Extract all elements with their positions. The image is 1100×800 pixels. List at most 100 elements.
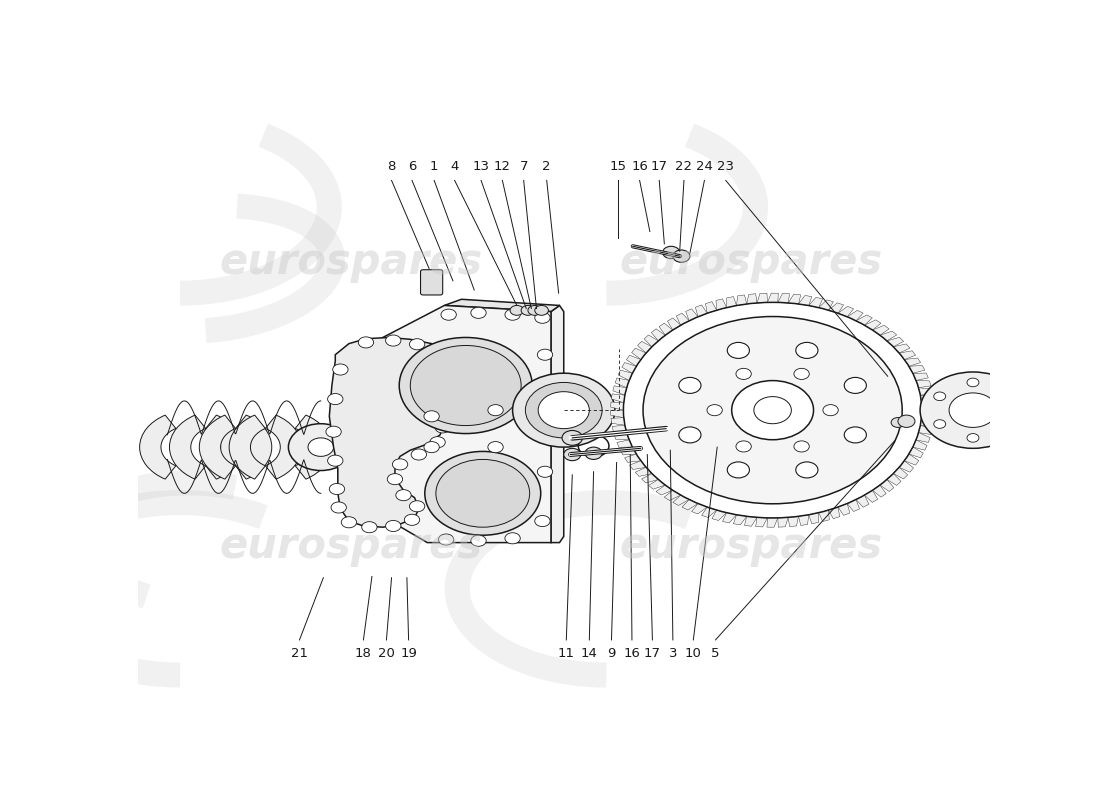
Polygon shape	[872, 326, 889, 335]
Polygon shape	[610, 410, 624, 418]
Polygon shape	[904, 454, 918, 465]
Text: 7: 7	[519, 160, 528, 173]
Polygon shape	[909, 447, 923, 458]
Circle shape	[537, 349, 552, 360]
Circle shape	[329, 483, 344, 494]
Text: 5: 5	[712, 647, 719, 660]
Polygon shape	[899, 461, 914, 472]
Polygon shape	[909, 366, 925, 374]
Polygon shape	[778, 294, 790, 303]
Polygon shape	[887, 338, 904, 346]
Circle shape	[537, 405, 552, 416]
Polygon shape	[649, 479, 666, 490]
Text: 13: 13	[473, 160, 490, 173]
Polygon shape	[638, 342, 652, 353]
Circle shape	[443, 362, 459, 373]
Text: 24: 24	[696, 160, 713, 173]
Circle shape	[795, 462, 818, 478]
Text: 11: 11	[558, 647, 575, 660]
Circle shape	[679, 427, 701, 443]
Text: 15: 15	[609, 160, 627, 173]
Circle shape	[326, 426, 341, 438]
Circle shape	[1000, 392, 1012, 401]
Circle shape	[439, 534, 454, 545]
Circle shape	[673, 250, 690, 262]
Polygon shape	[893, 344, 910, 353]
Circle shape	[328, 455, 343, 466]
Polygon shape	[838, 503, 850, 515]
Polygon shape	[789, 516, 799, 526]
Polygon shape	[705, 302, 717, 314]
Circle shape	[424, 442, 439, 453]
Circle shape	[411, 449, 427, 460]
Circle shape	[410, 346, 521, 426]
Circle shape	[754, 397, 791, 424]
Circle shape	[405, 514, 420, 526]
Circle shape	[891, 418, 905, 427]
Circle shape	[308, 438, 333, 456]
Polygon shape	[916, 381, 931, 388]
Polygon shape	[778, 518, 789, 527]
Polygon shape	[626, 355, 641, 366]
Text: eurospares: eurospares	[219, 525, 482, 566]
Polygon shape	[818, 510, 829, 522]
Text: 14: 14	[581, 647, 597, 660]
Polygon shape	[617, 440, 632, 447]
Text: 16: 16	[631, 160, 648, 173]
Circle shape	[399, 338, 532, 434]
Text: 8: 8	[387, 160, 396, 173]
Circle shape	[736, 368, 751, 379]
Text: eurospares: eurospares	[619, 525, 883, 566]
Polygon shape	[767, 518, 778, 527]
Polygon shape	[799, 514, 808, 526]
Polygon shape	[614, 433, 629, 440]
Polygon shape	[828, 303, 844, 314]
Circle shape	[535, 515, 550, 526]
Circle shape	[387, 474, 403, 485]
Polygon shape	[887, 474, 901, 486]
Circle shape	[1027, 384, 1045, 397]
Circle shape	[795, 342, 818, 358]
Polygon shape	[673, 495, 690, 506]
Text: 17: 17	[651, 160, 668, 173]
Circle shape	[844, 427, 867, 443]
Polygon shape	[329, 338, 458, 527]
Polygon shape	[847, 499, 859, 511]
Polygon shape	[913, 440, 927, 450]
Text: 10: 10	[685, 647, 702, 660]
Polygon shape	[338, 306, 551, 542]
Polygon shape	[618, 370, 632, 381]
Wedge shape	[140, 415, 176, 479]
Polygon shape	[904, 358, 921, 366]
Circle shape	[513, 373, 615, 447]
Circle shape	[409, 501, 425, 512]
Circle shape	[488, 442, 503, 453]
Polygon shape	[768, 293, 779, 302]
Circle shape	[510, 306, 524, 315]
Circle shape	[433, 392, 449, 403]
Circle shape	[288, 424, 353, 470]
Circle shape	[537, 466, 552, 478]
Polygon shape	[756, 518, 768, 527]
Circle shape	[505, 309, 520, 320]
Circle shape	[393, 459, 408, 470]
Text: 16: 16	[624, 647, 640, 660]
Polygon shape	[676, 313, 690, 326]
Polygon shape	[922, 410, 935, 418]
Polygon shape	[865, 320, 881, 330]
Polygon shape	[918, 425, 933, 434]
Circle shape	[362, 522, 377, 533]
Text: 22: 22	[675, 160, 693, 173]
Wedge shape	[265, 415, 301, 479]
Circle shape	[662, 246, 680, 258]
Polygon shape	[921, 395, 934, 402]
Polygon shape	[880, 331, 896, 341]
Text: 6: 6	[408, 160, 416, 173]
Circle shape	[430, 437, 446, 448]
Polygon shape	[723, 513, 737, 523]
Text: 17: 17	[644, 647, 661, 660]
Circle shape	[644, 317, 902, 504]
Circle shape	[505, 533, 520, 544]
Wedge shape	[235, 415, 272, 479]
Circle shape	[949, 393, 997, 427]
